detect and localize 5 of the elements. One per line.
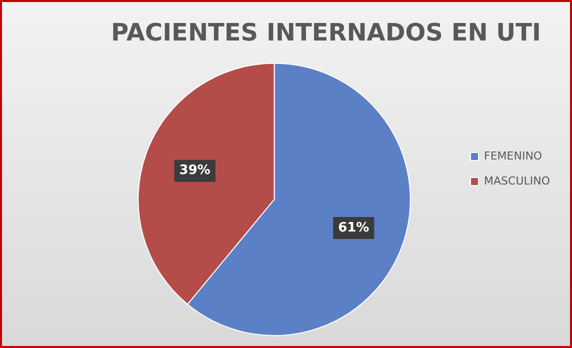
legend-label: MASCULINO bbox=[484, 174, 550, 188]
legend-label: FEMENINO bbox=[484, 149, 542, 162]
data-label: 61% bbox=[338, 220, 370, 236]
chart-title: PACIENTES INTERNADOS EN UTI bbox=[111, 18, 541, 47]
data-label: 39% bbox=[179, 163, 210, 178]
